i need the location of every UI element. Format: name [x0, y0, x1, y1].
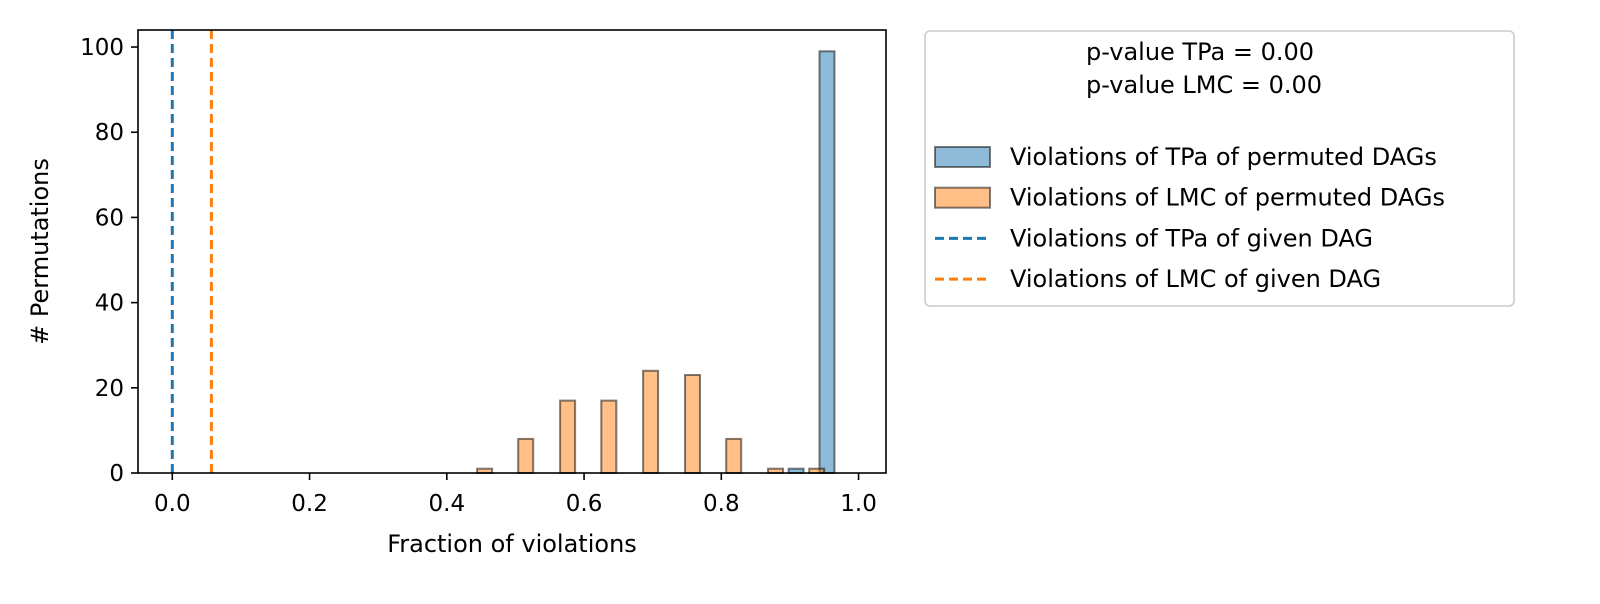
legend-label: Violations of LMC of given DAG [1010, 265, 1381, 293]
x-tick-label: 1.0 [840, 491, 877, 517]
histogram-bar-lmc-4 [642, 369, 660, 474]
y-tick-label: 20 [95, 376, 124, 402]
y-tick-label: 80 [95, 120, 124, 146]
x-axis-label: Fraction of violations [387, 530, 637, 558]
axes: 0.0 0.2 0.4 0.6 0.8 1.0 0 20 40 60 80 100 Fraction o… [26, 29, 887, 558]
legend: p-value TPa = 0.00 p-value LMC = 0.00 Viol… [924, 30, 1515, 307]
histogram-bar-lmc-1 [517, 437, 535, 474]
legend-label: Violations of TPa of permuted DAGs [1010, 143, 1437, 171]
histogram-bar-lmc-5 [684, 374, 701, 474]
plot-area [170, 30, 836, 475]
legend-header-line: p-value TPa = 0.00 [1086, 38, 1314, 66]
y-tick-label: 40 [95, 291, 124, 317]
legend-swatch-lmc-permuted [934, 186, 991, 209]
histogram-bar-lmc-6 [725, 437, 743, 474]
legend-label: Violations of TPa of given DAG [1010, 224, 1373, 252]
x-tick-label: 0.8 [703, 491, 740, 517]
y-tick-label: 100 [80, 35, 124, 61]
x-tick-label: 0.6 [566, 491, 603, 517]
y-tick-label: 0 [109, 461, 124, 487]
legend-box [924, 30, 1515, 307]
x-tick-label: 0.2 [291, 491, 328, 517]
histogram-bar-lmc-2 [559, 399, 577, 475]
x-tick-label: 0.0 [154, 491, 191, 517]
legend-label: Violations of LMC of permuted DAGs [1010, 184, 1445, 212]
plot-frame [137, 29, 887, 474]
y-tick-label: 60 [95, 205, 124, 231]
histogram-bar-tpa-1 [818, 50, 836, 475]
legend-header-line: p-value LMC = 0.00 [1086, 71, 1322, 99]
x-tick-label: 0.4 [429, 491, 466, 517]
histogram-bar-lmc-3 [600, 399, 618, 475]
legend-swatch-tpa-permuted [934, 146, 991, 168]
y-axis-label: # Permutations [26, 158, 54, 345]
